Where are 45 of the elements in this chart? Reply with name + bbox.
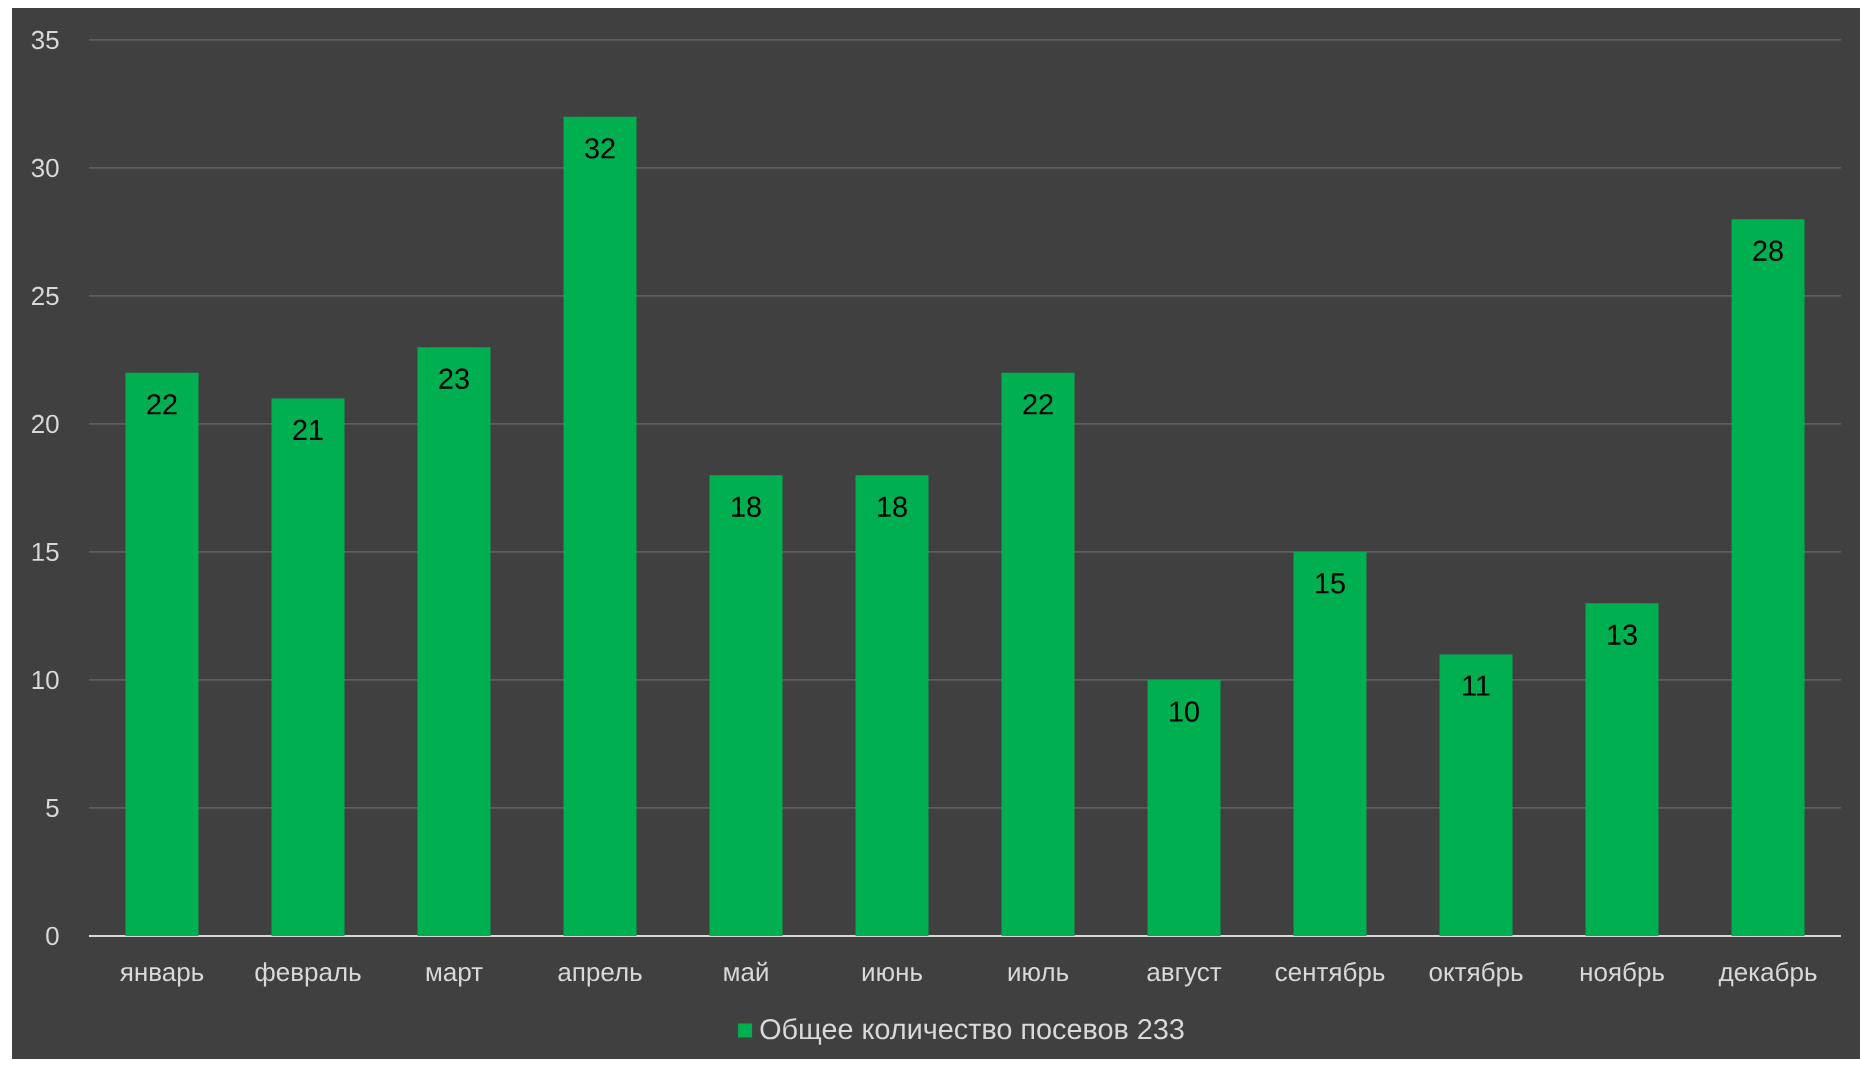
- data-label: 22: [1023, 394, 1053, 415]
- y-tick-label: 10: [32, 670, 59, 690]
- x-tick-label: май: [724, 961, 768, 982]
- data-label: 10: [1170, 701, 1199, 722]
- bar: [417, 347, 491, 936]
- data-label: 13: [1608, 624, 1637, 645]
- legend-label: Общее количество посевов 233: [760, 1017, 1184, 1045]
- x-tick-label: февраль: [255, 962, 361, 987]
- bar: [1731, 219, 1805, 936]
- bar: [1439, 654, 1513, 936]
- bar: [1147, 679, 1221, 936]
- y-tick-label: 25: [32, 286, 59, 306]
- bar: [709, 475, 783, 936]
- data-label: 18: [732, 496, 761, 517]
- x-tick-label: декабрь: [1718, 961, 1817, 987]
- data-label: 15: [1316, 573, 1345, 594]
- data-label: 22: [147, 394, 177, 415]
- data-label: 28: [1753, 240, 1783, 261]
- x-tick-label: июль: [1008, 966, 1069, 982]
- data-label: 18: [878, 496, 907, 517]
- x-tick-label: январь: [120, 966, 204, 987]
- y-tick-label: 0: [46, 926, 59, 946]
- x-tick-label: апрель: [558, 966, 642, 987]
- x-tick-label: август: [1147, 966, 1222, 987]
- bar: [125, 372, 199, 936]
- data-label: 32: [585, 138, 615, 159]
- bar: [271, 398, 345, 936]
- y-tick-label: 20: [32, 414, 59, 434]
- data-label: 23: [439, 368, 469, 389]
- y-tick-label: 15: [32, 542, 59, 562]
- bar: [1001, 372, 1075, 936]
- bar: [563, 116, 637, 936]
- y-tick-label: 5: [46, 798, 59, 818]
- x-tick-label: июнь: [862, 966, 922, 982]
- data-label: 11: [1463, 675, 1490, 696]
- bar: [855, 475, 929, 936]
- x-tick-label: март: [426, 966, 483, 987]
- bar: [1293, 551, 1367, 936]
- x-tick-label: октябрь: [1429, 961, 1523, 987]
- x-tick-label: ноябрь: [1580, 961, 1664, 987]
- y-tick-label: 35: [31, 30, 59, 50]
- data-label: 21: [293, 419, 323, 440]
- y-tick-label: 30: [31, 158, 59, 178]
- bar: [1585, 603, 1659, 936]
- x-tick-label: сентябрь: [1275, 961, 1385, 987]
